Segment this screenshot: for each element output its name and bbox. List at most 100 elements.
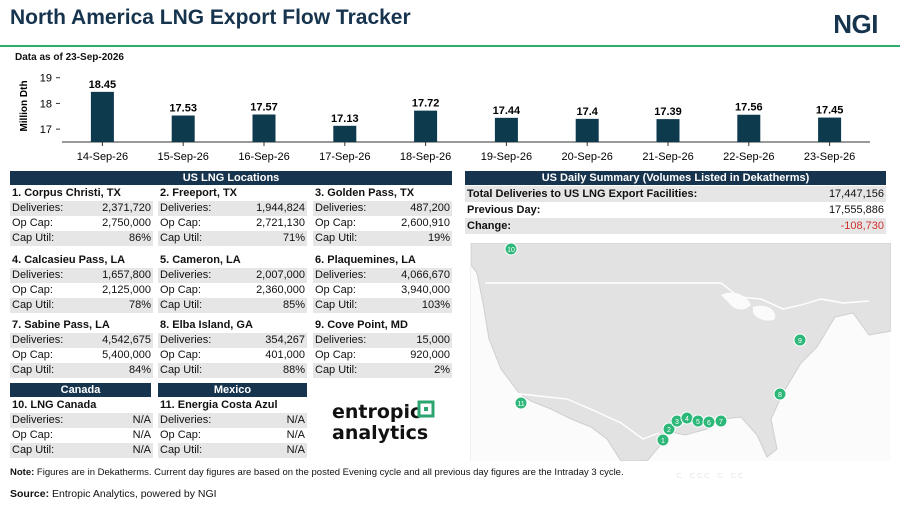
facility-marker[interactable]: 11 bbox=[514, 396, 528, 410]
marker-dot bbox=[514, 396, 528, 410]
lng-facility-map: 1 2 3 4 5 6 7 8 9 10 11 bbox=[470, 242, 892, 462]
change-label: Change: bbox=[467, 220, 511, 232]
bar-value-label: 17.45 bbox=[816, 105, 844, 117]
cap-util-label: Cap Util: bbox=[12, 232, 55, 244]
marker-label: 2 bbox=[667, 427, 671, 434]
facility-marker[interactable]: 5 bbox=[691, 414, 705, 428]
marker-label: 5 bbox=[696, 419, 700, 426]
mexico-location: 11. Energia Costa Azul Deliveries: N/A Op… bbox=[158, 398, 307, 458]
x-tick-label: 18-Sep-26 bbox=[400, 151, 451, 163]
x-tick-label: 14-Sep-26 bbox=[77, 151, 128, 163]
cap-util-label: Cap Util: bbox=[160, 299, 203, 311]
facility-marker[interactable]: 8 bbox=[773, 387, 787, 401]
source-label: Source: bbox=[10, 488, 50, 500]
cap-util-value: 19% bbox=[427, 232, 450, 244]
ngi-logo: NGI bbox=[833, 9, 878, 39]
cap-util-label: Cap Util: bbox=[12, 299, 55, 311]
bar bbox=[494, 117, 518, 142]
cap-util-value: 2% bbox=[434, 364, 450, 376]
facility-marker[interactable]: 6 bbox=[702, 415, 716, 429]
deliveries-label: Deliveries: bbox=[160, 414, 212, 426]
deliveries-label: Deliveries: bbox=[315, 202, 367, 214]
canada-us-border bbox=[485, 282, 870, 310]
cap-util-row: Cap Util: 85% bbox=[158, 298, 307, 313]
us-locations-header: US LNG Locations bbox=[10, 171, 452, 185]
x-tick-label: 17-Sep-26 bbox=[319, 151, 370, 163]
op-cap-label: Op Cap: bbox=[12, 349, 53, 361]
brand-mark-icon bbox=[417, 400, 435, 418]
cap-util-label: Cap Util: bbox=[315, 299, 358, 311]
op-cap-row: Op Cap: N/A bbox=[10, 428, 153, 443]
deliveries-row: Deliveries: 15,000 bbox=[313, 333, 452, 348]
deliveries-label: Deliveries: bbox=[12, 414, 64, 426]
cap-util-value: 85% bbox=[282, 299, 305, 311]
location-name: 8. Elba Island, GA bbox=[160, 319, 253, 331]
op-cap-value: N/A bbox=[286, 429, 305, 441]
location-name: 5. Cameron, LA bbox=[160, 254, 241, 266]
location-name: 3. Golden Pass, TX bbox=[315, 187, 415, 199]
op-cap-label: Op Cap: bbox=[315, 284, 356, 296]
location-name: 11. Energia Costa Azul bbox=[160, 399, 278, 411]
op-cap-value: 2,125,000 bbox=[102, 284, 151, 296]
facility-marker[interactable]: 2 bbox=[662, 422, 676, 436]
facility-marker[interactable]: 10 bbox=[504, 242, 518, 256]
y-tick-label: 19 bbox=[40, 73, 52, 85]
us-mexico-border bbox=[510, 392, 660, 440]
total-value: 17,447,156 bbox=[828, 188, 884, 200]
deliveries-row: Deliveries: 1,657,800 bbox=[10, 268, 153, 283]
op-cap-value: 2,750,000 bbox=[102, 217, 151, 229]
op-cap-row: Op Cap: 2,721,130 bbox=[158, 216, 307, 231]
op-cap-row: Op Cap: 2,125,000 bbox=[10, 283, 153, 298]
note-label: Note: bbox=[10, 467, 35, 478]
deliveries-label: Deliveries: bbox=[160, 202, 212, 214]
cap-util-label: Cap Util: bbox=[12, 444, 55, 456]
cap-util-row: Cap Util: N/A bbox=[10, 443, 153, 458]
daily-summary: Total Deliveries to US LNG Export Facili… bbox=[465, 186, 886, 234]
deliveries-value: 4,066,670 bbox=[401, 269, 450, 281]
op-cap-label: Op Cap: bbox=[12, 284, 53, 296]
bar-value-label: 17.13 bbox=[331, 113, 359, 125]
deliveries-bar-chart: Million Dth 17 18 19 18.45 14-Sep-26 17.53 15-S… bbox=[19, 73, 870, 163]
total-label: Total Deliveries to US LNG Export Facili… bbox=[467, 188, 698, 200]
deliveries-label: Deliveries: bbox=[160, 269, 212, 281]
deliveries-label: Deliveries: bbox=[12, 202, 64, 214]
brand-line2: analytics bbox=[332, 422, 428, 444]
bar bbox=[333, 125, 357, 142]
facility-marker[interactable]: 9 bbox=[793, 333, 807, 347]
map-canvas: 123 4 5 6 7 8 9 10 11 bbox=[470, 242, 892, 462]
deliveries-row: Deliveries: 487,200 bbox=[313, 201, 452, 216]
note-text: Figures are in Dekatherms. Current day f… bbox=[34, 467, 624, 478]
cap-util-row: Cap Util: 103% bbox=[313, 298, 452, 313]
us-location-card: 2. Freeport, TX Deliveries: 1,944,824 Op Ca… bbox=[158, 186, 307, 246]
deliveries-label: Deliveries: bbox=[160, 334, 212, 346]
bar bbox=[171, 115, 195, 142]
marker-dot bbox=[793, 333, 807, 347]
cap-util-row: Cap Util: N/A bbox=[158, 443, 307, 458]
summary-header: US Daily Summary (Volumes Listed in Deka… bbox=[465, 171, 886, 185]
facility-marker[interactable]: 4 bbox=[680, 411, 694, 425]
bar-value-label: 18.45 bbox=[89, 79, 117, 91]
facility-marker[interactable]: 1 bbox=[656, 433, 670, 447]
bar-value-label: 17.57 bbox=[250, 101, 278, 113]
as-of-date: Data as of 23-Sep-2026 bbox=[15, 52, 124, 63]
op-cap-row: Op Cap: N/A bbox=[158, 428, 307, 443]
op-cap-value: 2,360,000 bbox=[256, 284, 305, 296]
marker-dot bbox=[714, 414, 728, 428]
cap-util-label: Cap Util: bbox=[160, 232, 203, 244]
cap-util-value: N/A bbox=[286, 444, 305, 456]
cap-util-value: 88% bbox=[282, 364, 305, 376]
previous-row: Previous Day: 17,555,886 bbox=[465, 202, 886, 218]
cap-util-label: Cap Util: bbox=[160, 364, 203, 376]
op-cap-value: 401,000 bbox=[265, 349, 305, 361]
op-cap-label: Op Cap: bbox=[160, 349, 201, 361]
facility-marker[interactable]: 7 bbox=[714, 414, 728, 428]
deliveries-value: 487,200 bbox=[410, 202, 450, 214]
gulf-of-california bbox=[523, 413, 545, 461]
deliveries-row: Deliveries: 4,066,670 bbox=[313, 268, 452, 283]
x-tick-label: 19-Sep-26 bbox=[481, 151, 532, 163]
marker-label: 8 bbox=[778, 392, 782, 399]
facility-markers: 123 4 5 6 7 8 9 10 11 bbox=[504, 242, 807, 447]
page-title: North America LNG Export Flow Tracker bbox=[10, 6, 411, 29]
deliveries-row: Deliveries: 4,542,675 bbox=[10, 333, 153, 348]
us-location-card: 5. Cameron, LA Deliveries: 2,007,000 Op Cap… bbox=[158, 253, 307, 313]
